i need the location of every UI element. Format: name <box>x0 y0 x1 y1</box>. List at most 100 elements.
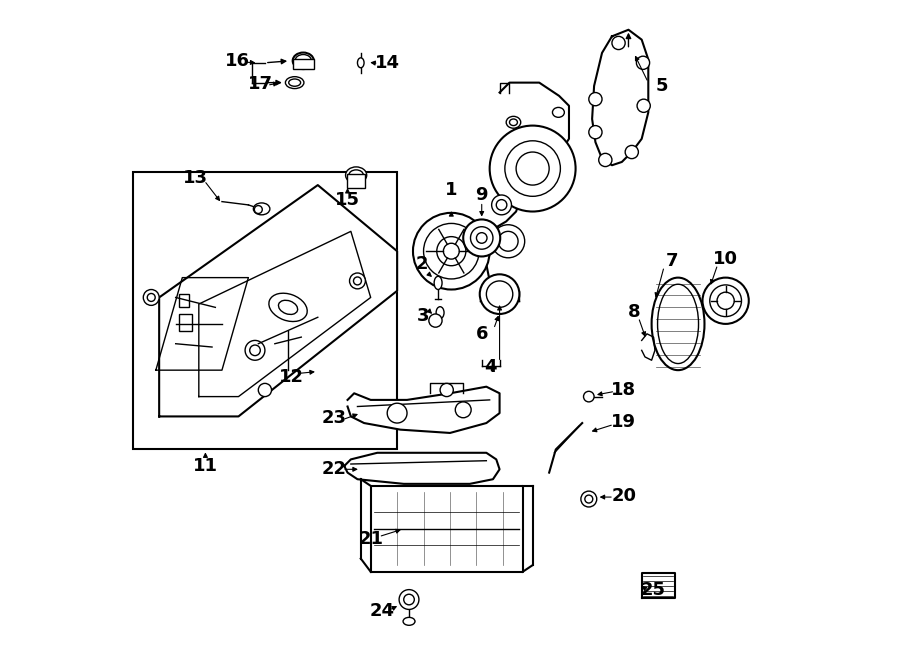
Ellipse shape <box>434 276 442 290</box>
Circle shape <box>255 206 262 214</box>
Circle shape <box>404 594 414 605</box>
Ellipse shape <box>269 293 307 321</box>
Text: 23: 23 <box>322 409 346 428</box>
Circle shape <box>637 99 651 112</box>
Circle shape <box>444 243 459 259</box>
Circle shape <box>496 200 507 210</box>
Bar <box>179 294 189 307</box>
Polygon shape <box>156 278 248 370</box>
Polygon shape <box>361 479 371 572</box>
Circle shape <box>612 36 625 50</box>
Ellipse shape <box>285 77 304 89</box>
Circle shape <box>491 225 525 258</box>
Circle shape <box>249 345 260 356</box>
Circle shape <box>499 231 518 251</box>
Text: 21: 21 <box>358 529 383 548</box>
Ellipse shape <box>403 617 415 625</box>
Circle shape <box>258 383 272 397</box>
Circle shape <box>413 213 490 290</box>
Text: 16: 16 <box>225 52 249 70</box>
Circle shape <box>516 152 549 185</box>
Polygon shape <box>486 83 569 294</box>
Ellipse shape <box>289 79 301 86</box>
Circle shape <box>505 141 561 196</box>
Ellipse shape <box>295 55 311 67</box>
Text: 1: 1 <box>446 181 457 200</box>
Circle shape <box>148 293 155 301</box>
Text: 17: 17 <box>248 75 273 93</box>
Circle shape <box>589 126 602 139</box>
Text: 22: 22 <box>322 460 346 479</box>
Circle shape <box>626 145 638 159</box>
Circle shape <box>480 274 519 314</box>
Bar <box>179 314 193 330</box>
Polygon shape <box>159 185 397 416</box>
Circle shape <box>143 290 159 305</box>
Circle shape <box>387 403 407 423</box>
Text: 5: 5 <box>655 77 668 95</box>
Circle shape <box>636 56 650 69</box>
Ellipse shape <box>658 284 698 364</box>
Text: 6: 6 <box>475 325 488 343</box>
Text: 24: 24 <box>370 602 395 621</box>
Text: 8: 8 <box>627 303 640 321</box>
Circle shape <box>580 491 597 507</box>
Circle shape <box>349 273 365 289</box>
Text: 14: 14 <box>374 54 400 73</box>
Circle shape <box>464 219 500 256</box>
Circle shape <box>399 590 418 609</box>
Circle shape <box>245 340 265 360</box>
Circle shape <box>428 314 442 327</box>
Circle shape <box>491 195 511 215</box>
Circle shape <box>471 227 493 249</box>
Ellipse shape <box>346 167 366 183</box>
Bar <box>292 59 314 69</box>
Polygon shape <box>344 453 500 484</box>
Text: 18: 18 <box>611 381 636 399</box>
Ellipse shape <box>254 203 270 215</box>
Text: 3: 3 <box>418 307 430 325</box>
Circle shape <box>455 402 472 418</box>
Circle shape <box>703 278 749 324</box>
Circle shape <box>424 223 479 279</box>
Text: 10: 10 <box>713 250 738 268</box>
Circle shape <box>583 391 594 402</box>
Text: 20: 20 <box>611 486 636 505</box>
Text: 2: 2 <box>416 255 428 274</box>
Polygon shape <box>642 334 655 360</box>
Ellipse shape <box>292 52 314 69</box>
Text: 7: 7 <box>666 252 679 270</box>
Text: 11: 11 <box>193 457 218 475</box>
Bar <box>132 172 397 449</box>
Circle shape <box>717 292 734 309</box>
Circle shape <box>490 126 576 212</box>
Circle shape <box>589 93 602 106</box>
Ellipse shape <box>349 170 364 180</box>
Circle shape <box>354 277 362 285</box>
Ellipse shape <box>506 116 521 128</box>
Polygon shape <box>371 486 523 572</box>
Text: 4: 4 <box>484 358 497 376</box>
Polygon shape <box>592 30 648 165</box>
Circle shape <box>440 383 454 397</box>
Ellipse shape <box>357 58 364 67</box>
Circle shape <box>710 285 742 317</box>
Text: 12: 12 <box>279 368 304 386</box>
Ellipse shape <box>278 300 298 315</box>
Bar <box>346 174 365 188</box>
Text: 9: 9 <box>475 186 488 204</box>
Polygon shape <box>347 387 500 433</box>
Circle shape <box>598 153 612 167</box>
Circle shape <box>476 233 487 243</box>
Circle shape <box>585 495 593 503</box>
Ellipse shape <box>436 307 444 319</box>
Text: 25: 25 <box>641 581 666 600</box>
Circle shape <box>486 281 513 307</box>
Text: 19: 19 <box>611 412 636 431</box>
Polygon shape <box>523 486 533 572</box>
Text: 13: 13 <box>183 169 208 188</box>
Text: 15: 15 <box>335 190 360 209</box>
Ellipse shape <box>652 278 705 370</box>
Circle shape <box>436 237 466 266</box>
Ellipse shape <box>553 107 564 118</box>
